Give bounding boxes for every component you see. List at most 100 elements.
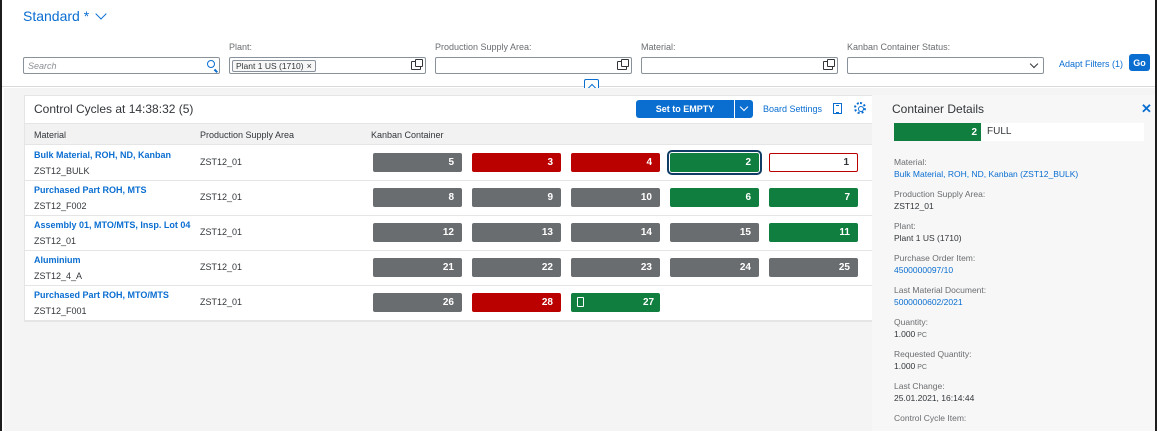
material-name-link[interactable]: Purchased Part ROH, MTS — [34, 185, 147, 195]
set-empty-menu-button[interactable] — [735, 100, 753, 118]
container-number: 4 — [646, 157, 652, 168]
table-row: Purchased Part ROH, MTO/MTS ZST12_F001 ZST… — [25, 286, 875, 321]
detail-label: Production Supply Area: — [894, 189, 986, 199]
material-input[interactable] — [641, 57, 838, 74]
material-label: Material: — [641, 42, 676, 52]
container-number: 5 — [448, 157, 454, 168]
detail-value-text: Plant 1 US (1710) — [894, 233, 962, 243]
kanban-container[interactable]: 1 — [769, 153, 858, 172]
close-icon[interactable]: × — [306, 60, 312, 71]
kanban-container[interactable]: 8 — [373, 188, 462, 207]
close-icon[interactable]: ✕ — [1141, 101, 1152, 116]
table-view-icon[interactable] — [833, 103, 842, 114]
kanban-container[interactable]: 5 — [373, 153, 462, 172]
plant-token-text: Plant 1 US (1710) — [236, 60, 304, 71]
material-name-link[interactable]: Assembly 01, MTO/MTS, Insp. Lot 04 — [34, 220, 191, 230]
psa-input[interactable] — [435, 57, 632, 74]
chevron-down-icon — [95, 8, 107, 20]
header-divider — [2, 86, 1155, 87]
adapt-filters-link[interactable]: Adapt Filters (1) — [1059, 59, 1124, 69]
chevron-down-icon[interactable] — [1029, 59, 1039, 69]
detail-value-text: ZST12_01 — [894, 201, 934, 211]
plant-token[interactable]: Plant 1 US (1710) × — [232, 59, 316, 72]
plant-label: Plant: — [229, 42, 253, 52]
search-placeholder: Search — [28, 60, 57, 71]
status-fill: 2 — [894, 123, 981, 141]
supply-area-value: ZST12_01 — [200, 227, 243, 237]
supply-area-value: ZST12_01 — [200, 157, 243, 167]
kanban-container[interactable]: 11 — [769, 223, 858, 242]
value-help-icon[interactable] — [823, 59, 835, 70]
kanban-container[interactable]: 9 — [472, 188, 561, 207]
kanban-container[interactable]: 2 — [667, 150, 762, 175]
detail-value: 1.000 PC — [894, 329, 1149, 339]
detail-value-link[interactable]: 4500000097/10 — [894, 265, 1149, 275]
container-number: 14 — [640, 227, 652, 238]
material-name-link[interactable]: Purchased Part ROH, MTO/MTS — [34, 290, 169, 300]
detail-label: Requested Quantity: — [894, 349, 972, 359]
detail-label: Quantity: — [894, 317, 929, 327]
table-row: Bulk Material, ROH, ND, Kanban ZST12_BULK… — [25, 146, 875, 181]
value-help-icon[interactable] — [411, 59, 423, 70]
detail-label: Purchase Order Item: — [894, 253, 976, 263]
container-number: 21 — [442, 262, 454, 273]
supply-area-value: ZST12_01 — [200, 192, 243, 202]
detail-field: Quantity: 1.000 PC — [894, 317, 1149, 339]
detail-field: Purchase Order Item: 4500000097/10 — [894, 253, 1149, 275]
material-name-link[interactable]: Bulk Material, ROH, ND, Kanban — [34, 150, 172, 160]
kanban-container[interactable]: 7 — [769, 188, 858, 207]
kanban-container[interactable]: 4 — [571, 153, 660, 172]
gear-icon[interactable] — [854, 102, 866, 114]
search-input[interactable]: Search — [23, 57, 220, 74]
detail-value-text: 4500000097/10 — [894, 265, 954, 275]
kanban-container[interactable]: 21 — [373, 258, 462, 277]
detail-value-text: 5000000602/2021 — [894, 297, 963, 307]
table-row: Aluminium ZST12_4_A ZST12_01 21 22 23 24 25 — [25, 251, 875, 286]
kanban-container[interactable]: 28 — [472, 293, 561, 312]
kanban-container[interactable]: 23 — [571, 258, 660, 277]
material-code: ZST12_01 — [34, 236, 77, 246]
detail-field: Production Supply Area: ZST12_01 — [894, 189, 1149, 211]
kanban-container[interactable]: 24 — [670, 258, 759, 277]
kanban-container[interactable]: 12 — [373, 223, 462, 242]
variant-selector[interactable]: Standard * — [23, 8, 107, 24]
set-empty-button[interactable]: Set to EMPTY — [636, 100, 734, 118]
container-details-panel: Container Details ✕ 2 FULL Material: Bulk… — [872, 95, 1155, 431]
container-number: 26 — [442, 297, 454, 308]
detail-value-link[interactable]: Bulk Material, ROH, ND, Kanban (ZST12_BU… — [894, 169, 1149, 179]
kanban-container[interactable]: 15 — [670, 223, 759, 242]
detail-field: Last Material Document: 5000000602/2021 — [894, 285, 1149, 307]
container-number: 15 — [739, 227, 751, 238]
go-button[interactable]: Go — [1129, 54, 1150, 71]
kanban-container[interactable]: 26 — [373, 293, 462, 312]
document-icon — [577, 297, 584, 307]
detail-value-text: 25.01.2021, 16:14:44 — [894, 393, 975, 403]
board-title: Control Cycles at 14:38:32 (5) — [34, 102, 194, 116]
detail-value-link[interactable]: 5000000602/2021 — [894, 297, 1149, 307]
status-label: Kanban Container Status: — [847, 42, 951, 52]
detail-label: Material: — [894, 157, 927, 167]
kanban-container[interactable]: 27 — [571, 293, 660, 312]
material-code: ZST12_F001 — [34, 306, 87, 316]
detail-label: Last Change: — [894, 381, 945, 391]
kanban-container[interactable]: 3 — [472, 153, 561, 172]
kanban-container[interactable]: 10 — [571, 188, 660, 207]
kanban-container[interactable]: 13 — [472, 223, 561, 242]
kanban-container[interactable]: 14 — [571, 223, 660, 242]
supply-area-value: ZST12_01 — [200, 262, 243, 272]
search-icon[interactable] — [207, 60, 215, 68]
value-help-icon[interactable] — [617, 59, 629, 70]
board-settings-link[interactable]: Board Settings — [763, 104, 823, 114]
container-number: 8 — [448, 192, 454, 203]
detail-value-text: 1.000 — [894, 329, 916, 339]
status-select[interactable] — [847, 57, 1044, 74]
detail-field: Requested Quantity: 1.000 PC — [894, 349, 1149, 371]
detail-value-text: Bulk Material, ROH, ND, Kanban (ZST12_BU… — [894, 169, 1079, 179]
kanban-container[interactable]: 25 — [769, 258, 858, 277]
material-name-link[interactable]: Aluminium — [34, 255, 81, 265]
plant-input[interactable]: Plant 1 US (1710) × — [229, 57, 426, 74]
detail-field: Material: Bulk Material, ROH, ND, Kanban … — [894, 157, 1149, 179]
kanban-container[interactable]: 6 — [670, 188, 759, 207]
status-text: FULL — [987, 126, 1012, 137]
kanban-container[interactable]: 22 — [472, 258, 561, 277]
